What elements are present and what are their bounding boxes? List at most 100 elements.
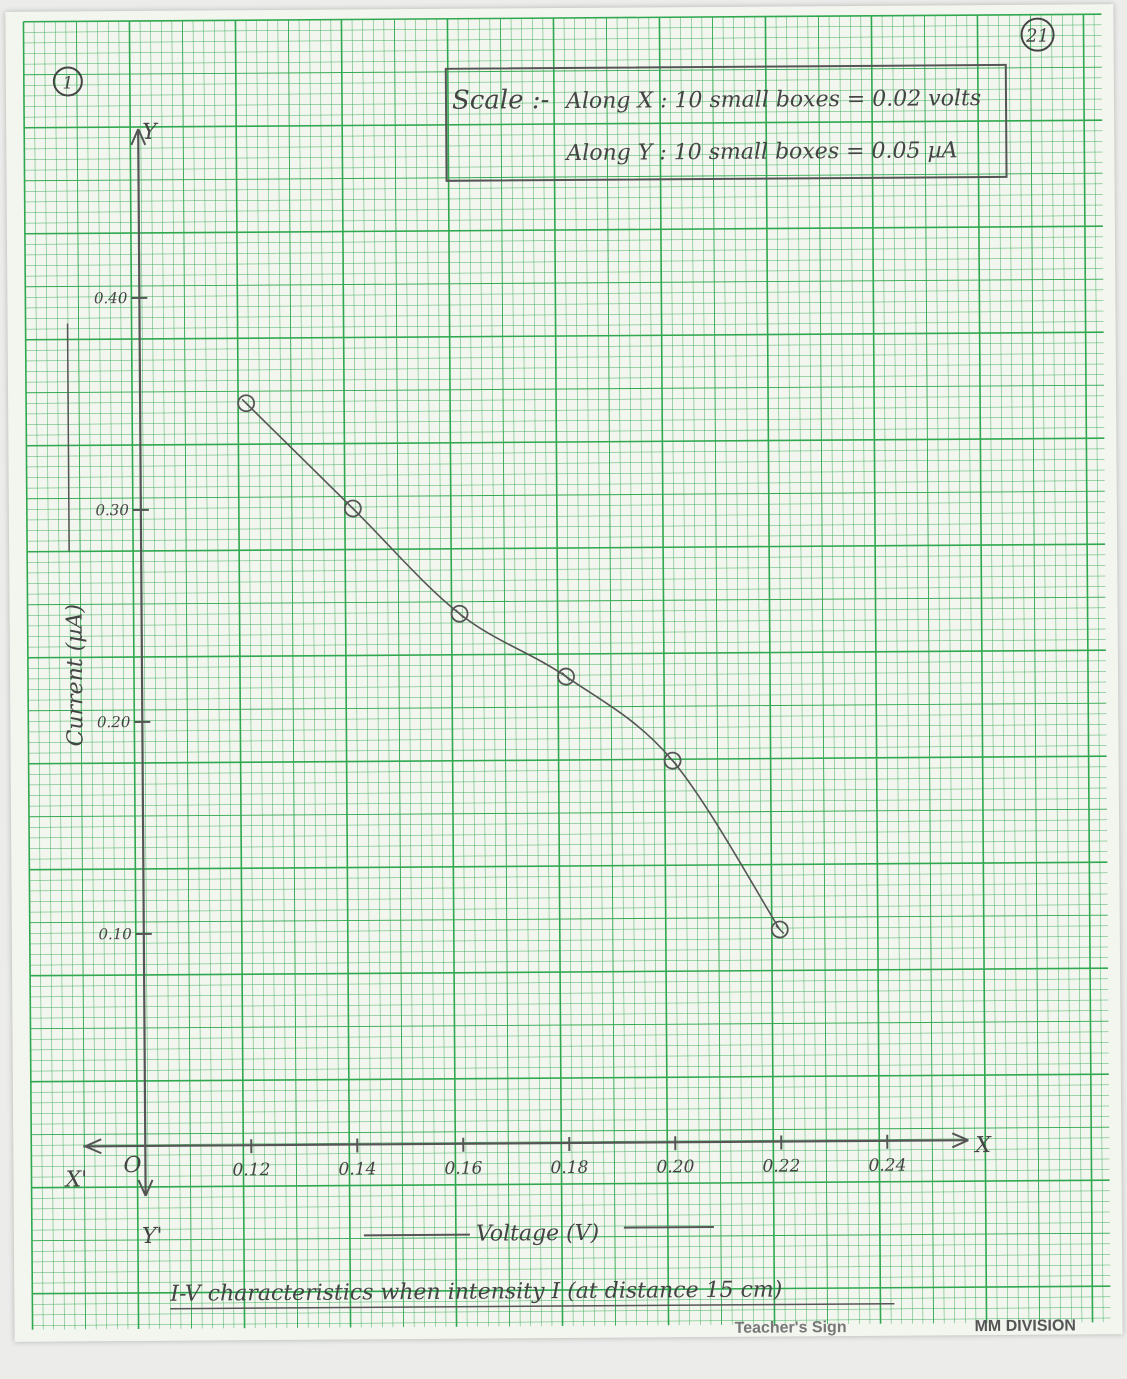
grid-line-h [27, 533, 1106, 542]
grid-line-h [27, 575, 1106, 584]
grid-line-v [669, 17, 680, 1326]
grid-line-h [30, 989, 1109, 998]
title-underline [170, 1302, 895, 1310]
grid-line-v [881, 15, 892, 1324]
grid-line-h [28, 787, 1107, 796]
grid-line-h [27, 554, 1106, 563]
grid-line-h [31, 1169, 1110, 1178]
grid-line-h [26, 437, 1105, 447]
grid-line-v [817, 16, 829, 1325]
grid-line-h [23, 56, 1102, 65]
x-label-arrow-left [363, 1233, 470, 1237]
grid-line-h [31, 1201, 1110, 1210]
grid-line-h [32, 1243, 1110, 1252]
grid-line-h [26, 459, 1105, 468]
grid-line-h [26, 501, 1105, 510]
grid-line-v [128, 21, 140, 1329]
grid-line-h [29, 819, 1108, 828]
grid-line-h [26, 512, 1105, 521]
origin-label: O [123, 1153, 141, 1178]
grid-line-v [775, 16, 786, 1325]
grid-line-h [25, 331, 1104, 341]
grid-line-h [30, 1063, 1109, 1072]
grid-line-v [446, 18, 458, 1327]
grid-line-v [267, 20, 277, 1329]
grid-line-v [436, 18, 447, 1327]
grid-line-v [1061, 14, 1072, 1323]
x-label-arrow-right [623, 1225, 714, 1229]
footer-brand: MM DIVISION [975, 1317, 1076, 1335]
grid-line-h [30, 1084, 1109, 1093]
x-tick-label: 0.14 [338, 1159, 376, 1179]
grid-line-v [532, 18, 542, 1327]
grid-line-v [648, 17, 659, 1326]
grid-line-v [616, 17, 627, 1326]
grid-line-h [28, 734, 1107, 743]
x-tick-label: 0.16 [444, 1159, 482, 1179]
grid-line-v [690, 17, 701, 1326]
grid-line-h [25, 278, 1104, 288]
scale-line-y: Along Y : 10 small boxes = 0.05 µA [564, 138, 957, 166]
grid-line-h [24, 119, 1103, 129]
grid-line-h [25, 374, 1104, 383]
grid-line-h [23, 66, 1102, 76]
grid-line-v [150, 20, 160, 1329]
page-number-circle [1020, 17, 1055, 52]
grid-line-h [23, 88, 1102, 97]
grid-line-v [181, 20, 193, 1329]
grid-line-v [902, 15, 913, 1324]
y-neg-axis-name: Y' [142, 1224, 163, 1249]
grid-line-v [764, 16, 776, 1325]
grid-line-h [24, 204, 1103, 213]
grid-line-v [203, 20, 213, 1329]
grid-line-h [26, 490, 1105, 500]
grid-line-h [31, 1179, 1110, 1189]
grid-line-v [701, 17, 712, 1325]
series-iv [237, 394, 789, 939]
grid-line-h [31, 1148, 1110, 1157]
grid-line-h [24, 194, 1103, 203]
grid-line-h [28, 755, 1107, 765]
y-tick-label: 0.10 [98, 925, 132, 943]
grid-line-v [426, 18, 436, 1327]
data-point-mark [348, 503, 358, 513]
data-point [450, 604, 469, 623]
grid-line-v [468, 18, 478, 1327]
data-point-mark [455, 609, 465, 619]
scale-box [444, 63, 1008, 182]
x-axis [83, 1139, 969, 1148]
grid-line-h [31, 1158, 1110, 1167]
grid-line-v [1051, 14, 1061, 1323]
grid-line-h [29, 872, 1108, 881]
grid-line-v [373, 19, 383, 1328]
grid-line-v [277, 19, 288, 1328]
grid-line-v [351, 19, 362, 1328]
grid-line-v [75, 21, 87, 1330]
grid-line-v [330, 19, 341, 1328]
data-point [237, 394, 256, 413]
grid-line-h [29, 904, 1108, 913]
grid-line-h [31, 1126, 1110, 1136]
grid-line-v [298, 19, 309, 1328]
grid-line-v [499, 18, 511, 1327]
grid-line-h [32, 1317, 1111, 1326]
y-axis-arrowhead [130, 128, 147, 146]
grid-line-h [25, 321, 1104, 330]
grid-line-v [870, 15, 882, 1324]
x-axis-name: X [973, 1133, 992, 1158]
grid-line-v [479, 18, 489, 1327]
grid-line-h [31, 1116, 1110, 1125]
grid-line-h [26, 480, 1105, 489]
grid-line-h [25, 289, 1104, 298]
grid-line-v [627, 17, 637, 1326]
grid-line-v [934, 15, 945, 1324]
grid-line-h [23, 13, 1102, 23]
grid-line-h [23, 35, 1102, 44]
grid-line-v [849, 15, 860, 1324]
grid-line-v [340, 19, 352, 1328]
grid-line-h [32, 1285, 1111, 1295]
grid-line-v [605, 17, 617, 1326]
grid-line-h [30, 978, 1109, 987]
grid-line-h [28, 671, 1107, 680]
graph-number-circle [52, 66, 83, 97]
